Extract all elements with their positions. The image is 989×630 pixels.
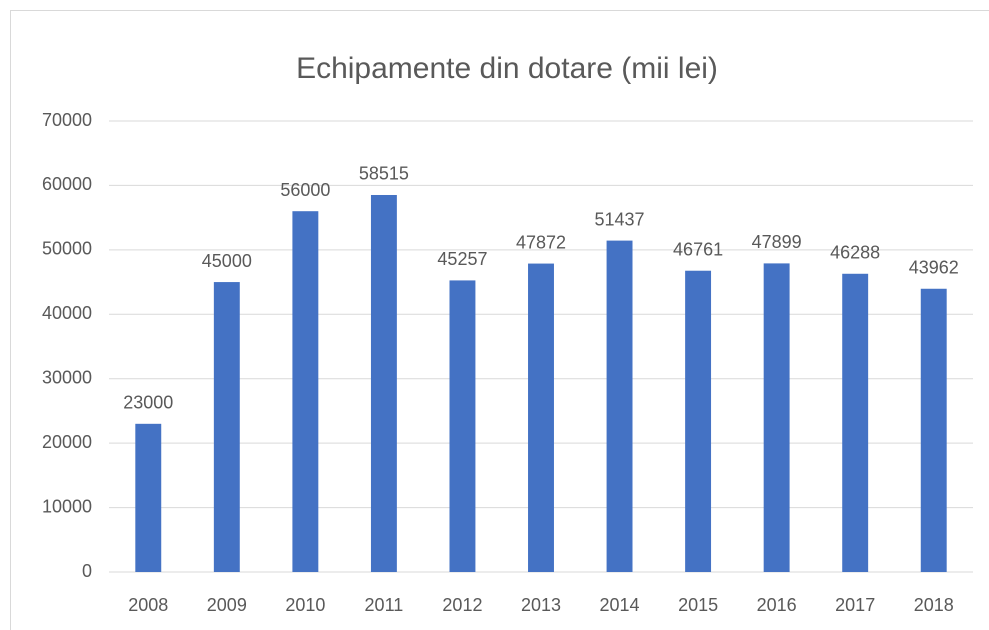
x-tick-label: 2011	[365, 595, 404, 615]
data-label: 45000	[202, 251, 252, 271]
bar	[528, 263, 554, 572]
data-label: 47872	[516, 232, 566, 252]
data-label: 43962	[909, 258, 959, 278]
x-tick-label: 2016	[757, 595, 797, 615]
bar	[920, 288, 947, 572]
chart-title: Echipamente din dotare (mii lei)	[296, 52, 718, 85]
y-tick-label: 50000	[42, 239, 92, 259]
y-tick-label: 20000	[42, 432, 92, 452]
data-label: 46761	[673, 239, 723, 259]
bar	[606, 240, 633, 572]
data-label: 45257	[437, 249, 487, 269]
x-tick-label: 2014	[600, 595, 640, 615]
bar	[842, 273, 869, 572]
data-label: 56000	[280, 180, 330, 200]
data-label: 47899	[752, 232, 802, 252]
y-tick-label: 70000	[42, 110, 92, 130]
y-tick-label: 30000	[42, 367, 92, 387]
data-label: 46288	[830, 243, 880, 263]
y-tick-label: 40000	[42, 303, 92, 323]
data-label: 58515	[359, 164, 409, 184]
y-tick-label: 60000	[42, 174, 92, 194]
chart-border	[10, 10, 989, 630]
x-tick-label: 2013	[521, 595, 561, 615]
bar	[292, 211, 319, 572]
y-tick-label: 10000	[42, 496, 92, 516]
x-tick-label: 2012	[442, 595, 482, 615]
y-tick-label: 0	[82, 561, 92, 581]
bar	[763, 263, 790, 572]
x-tick-label: 2010	[285, 595, 325, 615]
x-tick-label: 2017	[835, 595, 875, 615]
bar	[213, 282, 240, 572]
x-tick-label: 2018	[914, 595, 954, 615]
x-tick-label: 2008	[128, 595, 168, 615]
bar	[685, 270, 712, 572]
bar	[370, 194, 397, 572]
bar	[449, 280, 476, 572]
x-tick-label: 2015	[678, 595, 718, 615]
data-label: 51437	[595, 209, 645, 229]
bar	[135, 423, 162, 572]
x-tick-label: 2009	[207, 595, 247, 615]
data-label: 23000	[123, 393, 173, 413]
